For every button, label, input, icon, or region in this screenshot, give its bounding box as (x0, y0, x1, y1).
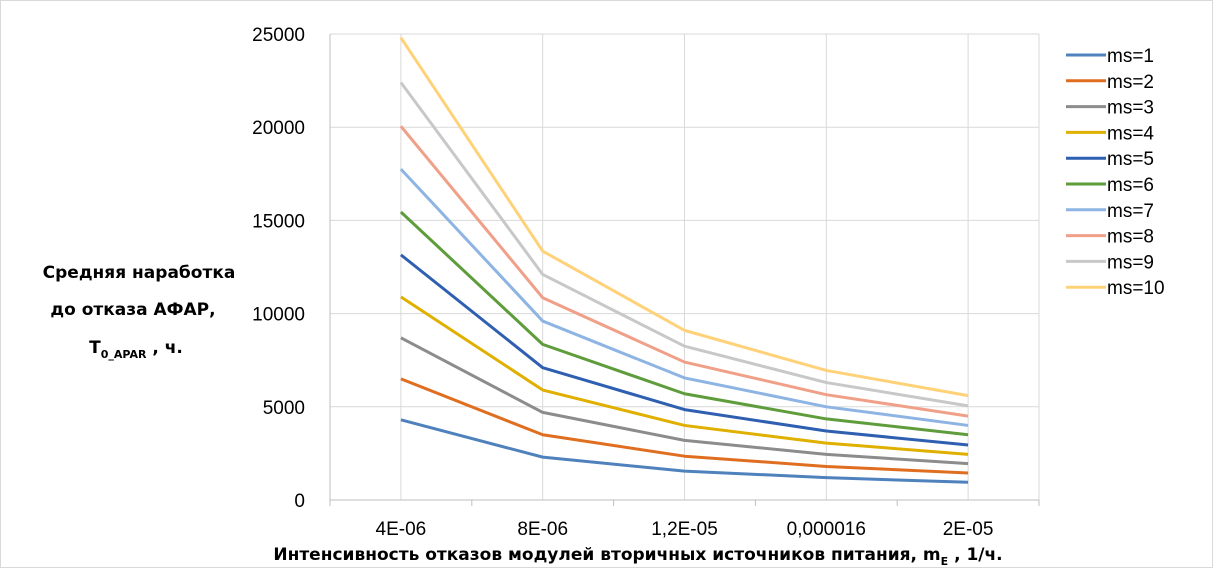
y-tick-label: 10000 (252, 305, 305, 326)
legend-label: ms=6 (1107, 175, 1154, 196)
legend-item: ms=9 (1066, 252, 1154, 273)
y-axis-title-line-1: Средняя наработка (43, 263, 236, 283)
y-tick-label: 5000 (263, 398, 305, 419)
legend-item: ms=3 (1066, 98, 1154, 119)
y-axis-ticks: 0 5000 10000 15000 20000 25000 (252, 25, 305, 512)
y-tick-label: 20000 (252, 118, 305, 139)
legend-label: ms=5 (1107, 149, 1154, 170)
y-tick-label: 15000 (252, 211, 305, 232)
series-line-ms=2 (400, 377, 969, 475)
legend-label: ms=2 (1107, 72, 1154, 93)
y-axis-title-line-3: T0_APAR , ч. (89, 338, 183, 361)
x-axis-title: Интенсивность отказов модулей вторичных … (273, 545, 1002, 567)
legend: ms=1 ms=2 ms=3 ms=4 ms=5 ms=6 ms=7 ms=8 ms=9 ms=1… (1066, 46, 1165, 299)
x-tick-label: 0,000016 (787, 519, 866, 540)
x-axis-ticks: 4E-06 8E-06 1,2E-05 0,000016 2E-05 (376, 519, 994, 540)
gridlines (329, 33, 1040, 506)
legend-label: ms=10 (1107, 278, 1165, 299)
legend-item: ms=10 (1066, 278, 1165, 299)
series-line-ms=4 (400, 295, 969, 456)
legend-label: ms=8 (1107, 227, 1154, 248)
legend-label: ms=7 (1107, 201, 1154, 222)
legend-label: ms=3 (1107, 98, 1154, 119)
legend-item: ms=7 (1066, 201, 1154, 222)
legend-label: ms=1 (1107, 46, 1154, 67)
legend-item: ms=8 (1066, 227, 1154, 248)
legend-item: ms=2 (1066, 72, 1154, 93)
legend-item: ms=6 (1066, 175, 1154, 196)
series-line-ms=9 (399, 81, 969, 408)
y-tick-label: 0 (294, 491, 305, 512)
series-line-ms=3 (400, 336, 969, 466)
legend-item: ms=4 (1066, 123, 1154, 144)
x-tick-label: 1,2E-05 (651, 519, 718, 540)
series-line-ms=7 (399, 168, 969, 427)
series-line-ms=8 (399, 125, 969, 418)
legend-label: ms=4 (1107, 123, 1154, 144)
series-line-ms=1 (400, 418, 969, 484)
y-tick-label: 25000 (252, 25, 305, 46)
series-line-ms=6 (399, 210, 969, 437)
legend-item: ms=1 (1066, 46, 1154, 67)
legend-label: ms=9 (1107, 252, 1154, 273)
x-tick-label: 2E-05 (943, 519, 994, 540)
y-axis-title-line-2: до отказа АФАР, (50, 300, 215, 320)
x-tick-label: 8E-06 (517, 519, 568, 540)
series-lines (399, 36, 969, 484)
legend-item: ms=5 (1066, 149, 1154, 170)
series-line-ms=10 (399, 36, 969, 398)
x-tick-label: 4E-06 (376, 519, 427, 540)
series-line-ms=5 (399, 253, 969, 447)
